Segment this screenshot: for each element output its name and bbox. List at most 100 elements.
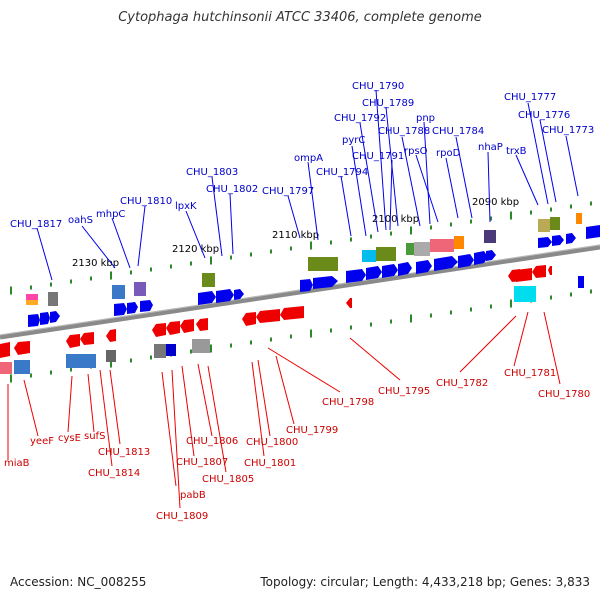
gene-arrow — [198, 291, 216, 305]
gene-label: CHU_1798 — [322, 397, 374, 408]
gene-arrow — [382, 264, 398, 278]
tick-mark — [270, 249, 272, 254]
gene-arrow — [140, 300, 153, 312]
tick-mark — [70, 367, 72, 372]
gene-arrow — [50, 311, 60, 323]
tick-mark — [430, 225, 432, 230]
category-box — [484, 230, 496, 243]
scale-label-2090: 2090 kbp — [472, 197, 519, 208]
gene-label: CHU_1790 — [352, 81, 404, 92]
tick-mark — [290, 246, 292, 251]
category-box — [202, 273, 215, 287]
forward-strand-genes — [28, 225, 600, 327]
tick-mark — [310, 329, 312, 338]
tick-mark — [230, 255, 232, 260]
tick-mark — [330, 240, 332, 245]
tick-mark — [250, 340, 252, 345]
tick-mark — [230, 343, 232, 348]
gene-label: CHU_1805 — [202, 474, 254, 485]
gene-arrow — [280, 306, 304, 320]
tick-mark — [210, 256, 212, 265]
gene-arrow — [552, 235, 564, 246]
gene-label: CHU_1781 — [504, 368, 556, 379]
gene-arrow — [532, 265, 546, 278]
gene-label: CHU_1797 — [262, 186, 314, 197]
gene-label: CHU_1794 — [316, 167, 368, 178]
scale-label-2110: 2110 kbp — [272, 230, 319, 241]
gene-label: CHU_1806 — [186, 436, 238, 447]
tick-mark — [370, 234, 372, 239]
gene-label: sufS — [84, 431, 105, 442]
tick-mark — [310, 241, 312, 250]
gene-block — [578, 276, 584, 288]
leader-lines — [7, 89, 579, 509]
category-box — [48, 292, 58, 306]
gene-label: nhaP — [478, 142, 503, 153]
tick-mark — [190, 261, 192, 266]
gene-label: CHU_1802 — [206, 184, 258, 195]
gene-label: CHU_1784 — [432, 126, 484, 137]
tick-marks — [10, 201, 592, 383]
gene-arrow — [66, 334, 80, 348]
tick-mark — [350, 325, 352, 330]
category-box — [192, 339, 210, 353]
gene-arrow — [300, 279, 313, 292]
gene-label: CHU_1814 — [88, 468, 140, 479]
tick-mark — [10, 374, 12, 383]
category-box — [550, 217, 560, 230]
gene-arrow — [234, 289, 244, 300]
tick-mark — [110, 359, 112, 368]
category-box — [376, 247, 396, 261]
tick-mark — [50, 282, 52, 287]
tick-mark — [330, 328, 332, 333]
tick-mark — [490, 304, 492, 309]
gene-arrow — [474, 251, 488, 265]
gene-label: CHU_1803 — [186, 167, 238, 178]
gene-arrow — [14, 341, 30, 355]
gene-arrow — [346, 269, 366, 283]
gene-label: CHU_1813 — [98, 447, 150, 458]
tick-mark — [130, 270, 132, 275]
gene-arrow — [366, 266, 382, 280]
gene-label: CHU_1788 — [378, 126, 430, 137]
gene-label: pnp — [416, 113, 435, 124]
gene-label: trxB — [506, 146, 527, 157]
gene-arrow — [0, 342, 10, 358]
category-box — [514, 286, 536, 302]
gene-label: CHU_1782 — [436, 378, 488, 389]
scale-label-2100: 2100 kbp — [372, 214, 419, 225]
gene-arrow — [166, 321, 180, 335]
scale-label-2130: 2130 kbp — [72, 258, 119, 269]
gene-arrow — [216, 289, 234, 303]
tick-mark — [70, 279, 72, 284]
gene-arrow — [566, 233, 576, 244]
tick-mark — [570, 292, 572, 297]
tick-mark — [290, 334, 292, 339]
category-box — [106, 350, 116, 362]
category-box — [14, 360, 30, 374]
gene-label: CHU_1789 — [362, 98, 414, 109]
tick-mark — [350, 237, 352, 242]
gene-arrow — [313, 276, 338, 289]
category-box — [576, 213, 582, 224]
category-box — [134, 282, 146, 296]
category-box — [538, 219, 550, 232]
tick-mark — [10, 286, 12, 295]
tick-mark — [590, 289, 592, 294]
tick-mark — [110, 271, 112, 280]
gene-label: miaB — [4, 458, 30, 469]
gene-arrow — [256, 309, 280, 323]
gene-label: CHU_1799 — [286, 425, 338, 436]
tick-mark — [30, 285, 32, 290]
tick-mark — [390, 231, 392, 236]
gene-arrow — [242, 312, 256, 326]
category-box — [66, 354, 96, 368]
gene-label: CHU_1807 — [176, 457, 228, 468]
category-box — [26, 294, 38, 300]
tick-mark — [410, 314, 412, 323]
gene-arrow — [398, 262, 412, 276]
reverse-gene-labels: miaB yeeF cysE sufS CHU_1813 CHU_1814 pa… — [4, 368, 590, 522]
tick-mark — [270, 337, 272, 342]
gene-label: yeeF — [30, 436, 54, 447]
